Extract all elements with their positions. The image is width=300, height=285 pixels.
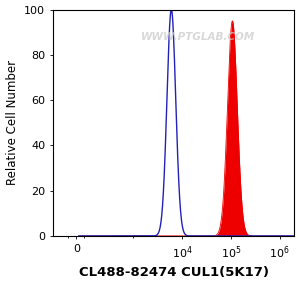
X-axis label: CL488-82474 CUL1(5K17): CL488-82474 CUL1(5K17) bbox=[79, 266, 269, 280]
Y-axis label: Relative Cell Number: Relative Cell Number bbox=[6, 60, 19, 185]
Text: WWW.PTGLAB.COM: WWW.PTGLAB.COM bbox=[141, 32, 255, 42]
